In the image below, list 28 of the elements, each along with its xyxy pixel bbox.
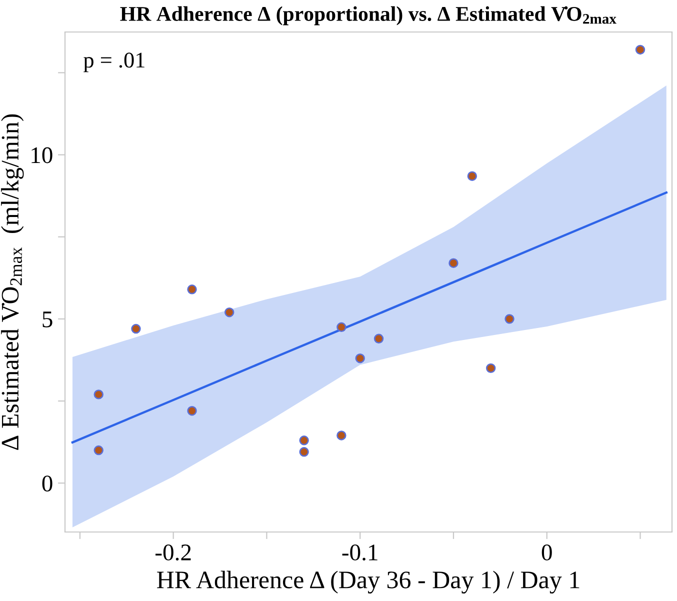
point xyxy=(299,436,309,446)
x-tick-label: -0.1 xyxy=(342,544,378,561)
annotation: p = .01 xyxy=(84,52,144,72)
y-tick-label: 5 xyxy=(42,312,52,328)
point xyxy=(187,284,197,294)
point xyxy=(94,445,104,456)
point xyxy=(187,406,197,416)
line-series xyxy=(71,191,668,444)
point xyxy=(336,322,346,332)
y-tick-label: 0 xyxy=(42,476,52,492)
point xyxy=(355,353,365,364)
x-tick-label: 0 xyxy=(542,544,552,560)
y-axis-title: Δ Estimated V̇O$_{2max}$ (ml/kg/min) xyxy=(1,114,24,450)
point xyxy=(504,314,514,324)
x-tick-label: -0.2 xyxy=(156,544,191,561)
point xyxy=(467,171,478,181)
y-tick-label: 10 xyxy=(32,147,52,164)
point xyxy=(336,430,346,440)
point xyxy=(486,363,496,374)
x-axis-title: HR Adherence Δ (Day 36 - Day 1) / Day 1 xyxy=(157,570,580,594)
point xyxy=(374,334,384,344)
point xyxy=(635,44,646,55)
chart-title: HR Adherence Δ (proportional) vs. Δ Estimated V̇O$_{2max}$ xyxy=(120,6,616,26)
point xyxy=(94,390,104,400)
point xyxy=(224,308,234,318)
point xyxy=(448,258,458,268)
point xyxy=(131,324,141,334)
point xyxy=(299,447,309,457)
